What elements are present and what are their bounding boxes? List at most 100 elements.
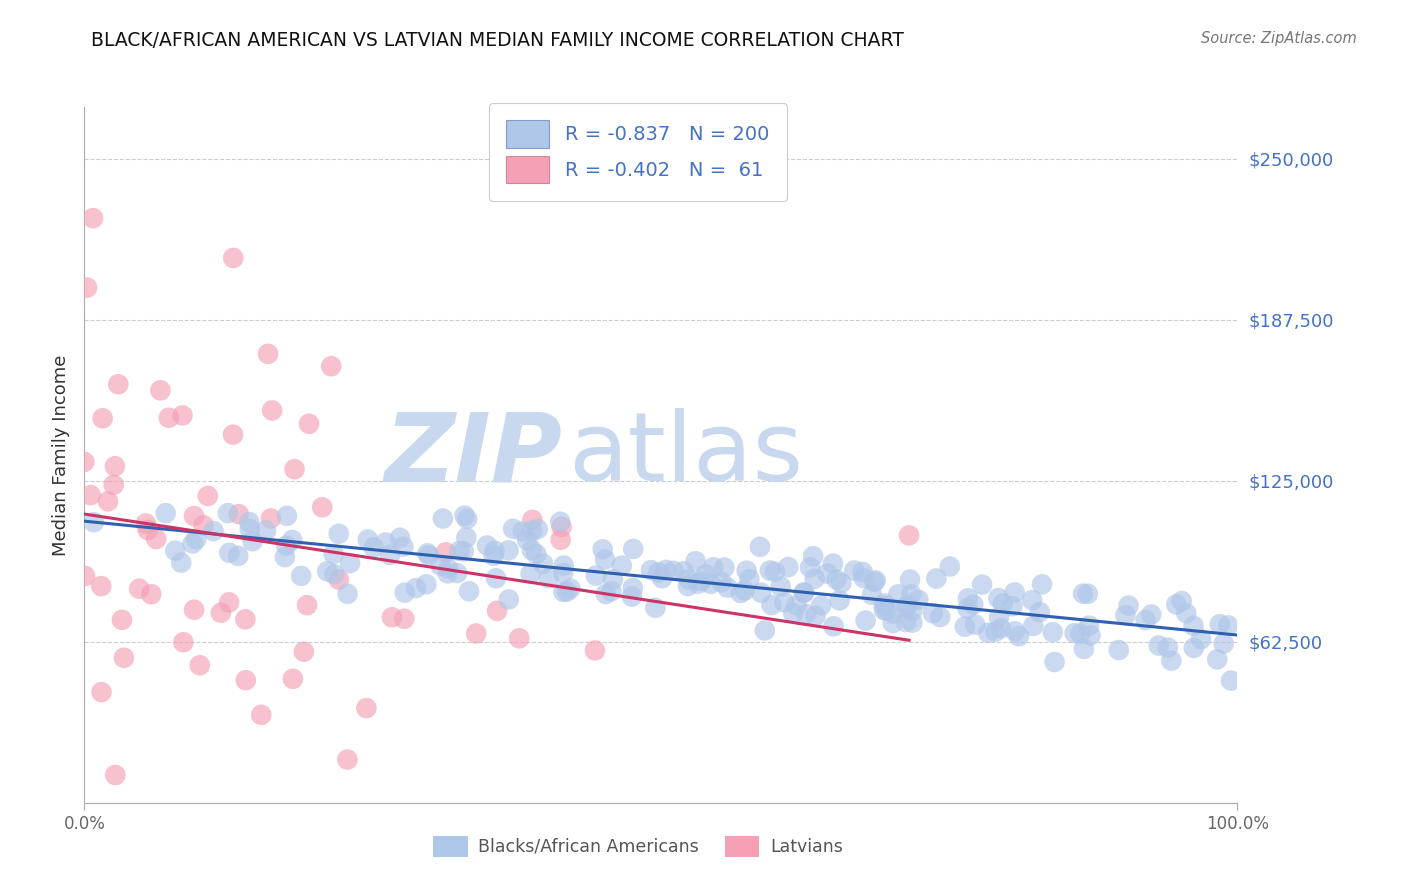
Point xyxy=(1077,587,1099,601)
Point xyxy=(685,554,707,568)
Point xyxy=(222,427,245,442)
Point xyxy=(644,600,666,615)
Point xyxy=(1008,629,1031,643)
Point xyxy=(655,563,678,577)
Point xyxy=(686,576,709,591)
Point xyxy=(394,585,416,599)
Point xyxy=(852,571,875,585)
Point xyxy=(793,585,815,599)
Point xyxy=(97,494,120,508)
Point xyxy=(1118,599,1140,613)
Point xyxy=(592,542,614,557)
Point xyxy=(761,598,783,612)
Text: BLACK/AFRICAN AMERICAN VS LATVIAN MEDIAN FAMILY INCOME CORRELATION CHART: BLACK/AFRICAN AMERICAN VS LATVIAN MEDIAN… xyxy=(91,31,904,50)
Point xyxy=(233,612,256,626)
Point xyxy=(456,512,478,526)
Point xyxy=(1182,640,1205,655)
Point xyxy=(620,590,643,604)
Point xyxy=(1031,577,1053,591)
Point xyxy=(186,532,208,546)
Point xyxy=(165,543,187,558)
Point xyxy=(1175,606,1198,620)
Point xyxy=(141,587,163,601)
Point xyxy=(583,643,606,657)
Point xyxy=(378,548,401,562)
Point xyxy=(202,524,225,538)
Point xyxy=(90,685,112,699)
Point xyxy=(157,410,180,425)
Text: atlas: atlas xyxy=(568,409,804,501)
Point xyxy=(1063,626,1085,640)
Point xyxy=(188,658,211,673)
Point xyxy=(1218,618,1240,632)
Point xyxy=(356,701,378,715)
Point xyxy=(254,524,277,538)
Point xyxy=(135,516,157,531)
Point xyxy=(485,571,508,585)
Point xyxy=(763,565,786,579)
Point xyxy=(894,600,917,615)
Point xyxy=(987,591,1010,606)
Point xyxy=(524,547,547,561)
Point xyxy=(336,587,359,601)
Point xyxy=(83,515,105,529)
Point xyxy=(901,604,924,618)
Point xyxy=(392,540,415,554)
Point xyxy=(710,575,733,590)
Point xyxy=(418,549,440,563)
Point xyxy=(239,522,262,536)
Point xyxy=(508,632,530,646)
Point xyxy=(730,586,752,600)
Point xyxy=(323,567,346,582)
Point xyxy=(810,599,832,613)
Point xyxy=(218,546,240,560)
Point xyxy=(860,588,883,602)
Point xyxy=(238,515,260,529)
Point xyxy=(1004,585,1026,599)
Point xyxy=(702,560,724,574)
Point xyxy=(112,650,135,665)
Point xyxy=(328,573,350,587)
Point xyxy=(388,531,411,545)
Point xyxy=(962,598,984,612)
Point xyxy=(1160,654,1182,668)
Point xyxy=(537,571,560,585)
Point xyxy=(801,549,824,563)
Point xyxy=(882,607,904,621)
Point xyxy=(602,572,624,586)
Point xyxy=(585,568,607,582)
Point xyxy=(484,544,506,558)
Point xyxy=(432,511,454,525)
Point xyxy=(1157,640,1180,655)
Point xyxy=(759,564,782,578)
Point xyxy=(498,592,520,607)
Point xyxy=(873,599,896,613)
Point xyxy=(416,546,439,560)
Point xyxy=(449,544,471,558)
Point xyxy=(735,564,758,578)
Point xyxy=(1189,632,1212,647)
Point xyxy=(882,615,904,630)
Point xyxy=(621,581,644,595)
Point xyxy=(1212,637,1234,651)
Point xyxy=(1166,598,1188,612)
Point xyxy=(446,566,468,580)
Point xyxy=(754,624,776,638)
Point xyxy=(522,513,544,527)
Point xyxy=(520,524,543,538)
Point xyxy=(145,532,167,546)
Point xyxy=(453,544,475,558)
Point xyxy=(793,586,815,600)
Point xyxy=(900,587,922,601)
Point xyxy=(1069,626,1091,640)
Point xyxy=(328,526,350,541)
Point xyxy=(550,533,572,547)
Point xyxy=(600,584,623,599)
Point xyxy=(520,543,543,558)
Point xyxy=(73,455,96,469)
Point xyxy=(828,593,851,607)
Point xyxy=(1073,642,1095,657)
Point xyxy=(939,559,962,574)
Point xyxy=(1043,655,1066,669)
Point xyxy=(769,579,792,593)
